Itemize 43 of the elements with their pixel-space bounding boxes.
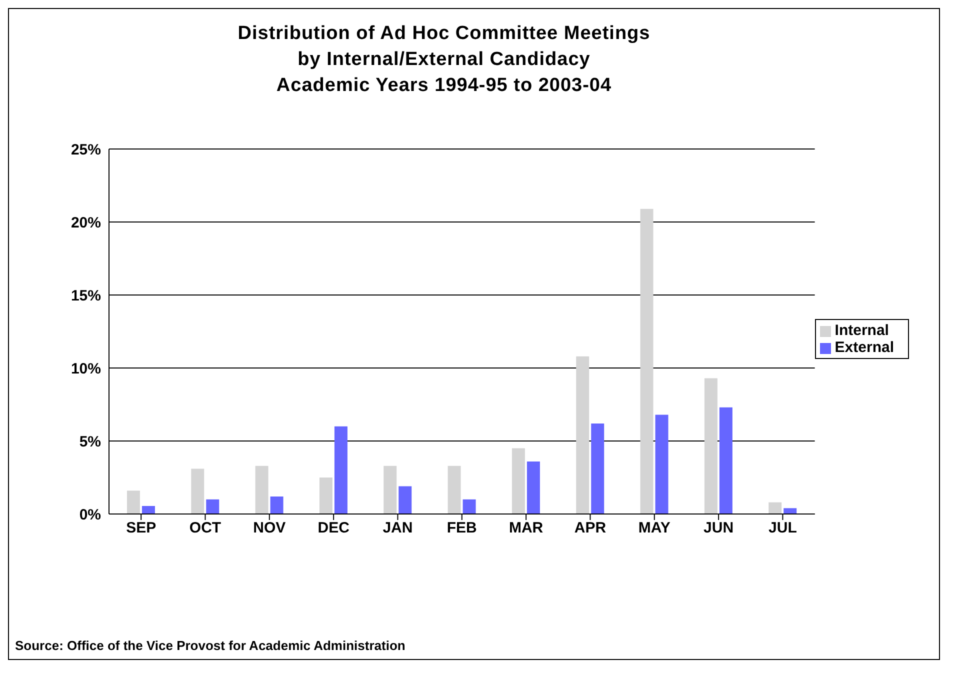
bar (462, 499, 476, 514)
x-tick-label: APR (574, 520, 606, 537)
bar (319, 478, 332, 514)
source-note: Source: Office of the Vice Provost for Academic Administration (15, 638, 406, 653)
y-tick-label: 0% (79, 506, 101, 524)
bar (142, 506, 155, 514)
bar (591, 423, 604, 514)
bar (255, 466, 268, 514)
bar (191, 468, 204, 514)
x-tick-label: OCT (189, 520, 222, 537)
bar (126, 490, 140, 514)
y-tick-label: 20% (70, 214, 101, 232)
bar (655, 414, 668, 514)
y-tick-label: 25% (70, 141, 101, 158)
x-tick-label: JUL (768, 520, 797, 537)
x-tick-label: MAY (638, 520, 670, 537)
bar (768, 502, 782, 514)
bar (384, 466, 397, 514)
bar (704, 378, 718, 514)
x-tick-label: NOV (253, 520, 286, 537)
x-tick-label: SEP (126, 520, 156, 537)
bar (784, 508, 797, 514)
x-tick-label: FEB (446, 520, 478, 537)
bar (526, 461, 540, 514)
y-tick-label: 15% (70, 287, 101, 304)
legend-label: Internal (834, 322, 889, 339)
bar (719, 407, 732, 514)
bar (448, 466, 461, 514)
legend-label: External (834, 339, 894, 356)
y-tick-label: 5% (79, 433, 101, 450)
bar (270, 496, 284, 514)
bar (398, 486, 412, 514)
bar (640, 208, 654, 514)
x-tick-label: JAN (382, 520, 413, 537)
x-tick-label: MAR (508, 520, 544, 537)
x-tick-label: JUN (704, 520, 734, 537)
bar (206, 499, 220, 514)
bar (334, 426, 348, 514)
bar (576, 356, 590, 514)
bar (512, 448, 525, 514)
x-tick-label: DEC (318, 520, 350, 537)
y-tick-label: 10% (70, 360, 101, 378)
chart-title: Distribution of Ad Hoc Committee Meetings by Internal/External Candidacy Academic Years 1994-95 to 2003-04 (236, 22, 652, 98)
